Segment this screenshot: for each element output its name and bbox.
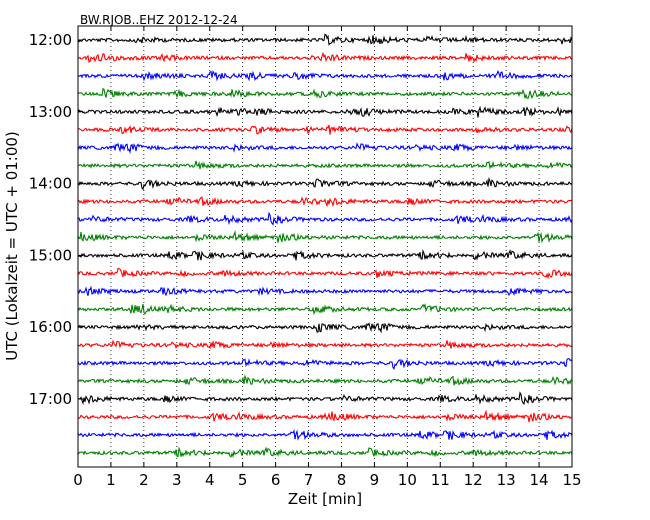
y-tick-label: 14:00	[29, 175, 72, 193]
x-tick-label: 7	[304, 471, 314, 489]
trace-line	[77, 267, 573, 280]
y-axis: 12:00 13:00 14:00 15:00 16:00 17:00	[29, 31, 83, 408]
x-tick-label: 4	[205, 471, 215, 489]
y-tick-label: 16:00	[29, 318, 72, 336]
trace-line	[77, 339, 573, 350]
trace-line	[77, 322, 573, 334]
trace-group	[77, 33, 573, 459]
trace-line	[77, 391, 573, 406]
trace-line	[77, 248, 573, 261]
x-tick-label: 9	[370, 471, 380, 489]
x-tick-label: 14	[530, 471, 549, 489]
y-tick-label: 12:00	[29, 31, 72, 49]
trace-line	[77, 176, 573, 191]
trace-line	[77, 51, 573, 63]
trace-line	[77, 230, 573, 244]
x-tick-label: 12	[464, 471, 483, 489]
trace-line	[77, 374, 573, 386]
x-tick-label: 1	[106, 471, 116, 489]
x-tick-label: 13	[497, 471, 516, 489]
x-tick-label: 8	[337, 471, 347, 489]
x-tick-label: 2	[139, 471, 149, 489]
x-tick-label: 0	[73, 471, 83, 489]
trace-line	[77, 142, 573, 155]
trace-line	[77, 211, 573, 226]
plot-frame	[77, 25, 573, 468]
trace-line	[77, 196, 573, 208]
trace-line	[77, 446, 573, 459]
trace-line	[77, 69, 573, 82]
x-axis-label: Zeit [min]	[288, 490, 362, 508]
y-tick-label: 17:00	[29, 390, 72, 408]
trace-line	[77, 429, 573, 441]
trace-line	[77, 357, 573, 370]
x-tick-label: 15	[562, 471, 581, 489]
trace-line	[77, 105, 573, 118]
x-tick-label: 5	[238, 471, 248, 489]
trace-line	[77, 124, 573, 135]
y-tick-label: 13:00	[29, 103, 72, 121]
x-tick-label: 11	[431, 471, 450, 489]
trace-line	[77, 160, 573, 170]
chart-title: BW.RJOB..EHZ 2012-12-24	[80, 13, 238, 27]
x-tick-label: 10	[398, 471, 417, 489]
x-axis: 0 1 2 3 4 5 6 7 8 9 10 11 12 13 14 15	[73, 26, 582, 489]
y-tick-label: 15:00	[29, 246, 72, 264]
trace-line	[77, 33, 573, 46]
trace-line	[77, 285, 573, 297]
trace-line	[77, 88, 573, 100]
trace-line	[77, 302, 573, 316]
x-tick-label: 6	[271, 471, 281, 489]
x-tick-label: 3	[172, 471, 182, 489]
trace-line	[77, 409, 573, 423]
vertical-grid	[110, 26, 540, 467]
y-axis-label: UTC (Lokalzeit = UTC + 01:00)	[3, 131, 21, 361]
